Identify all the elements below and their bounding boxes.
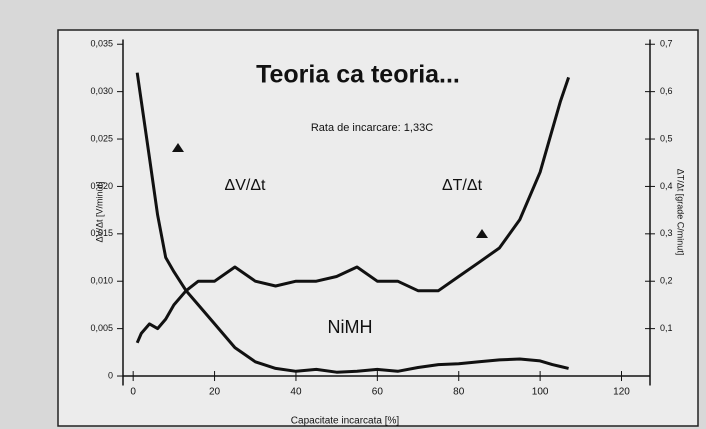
x-tick-label: 20: [209, 387, 221, 398]
y-tick-label: 0,005: [90, 323, 113, 333]
x-tick-label: 120: [613, 387, 630, 398]
y2-tick-label: 0,2: [660, 276, 673, 286]
series-label: ΔT/Δt: [442, 177, 483, 194]
x-tick-label: 60: [372, 387, 384, 398]
y-tick-label: 0: [108, 370, 113, 380]
chart-title: Teoria ca teoria...: [256, 61, 460, 89]
y-axis-label: ΔV/Δt [V/minut]: [94, 181, 104, 242]
series-line: [135, 76, 571, 344]
y-tick-label: 0,015: [90, 228, 113, 238]
y2-tick-label: 0,7: [660, 39, 673, 49]
x-axis-label: Capacitate incarcata [%]: [291, 416, 400, 427]
y2-tick-label: 0,4: [660, 181, 673, 191]
y2-tick-label: 0,3: [660, 228, 673, 238]
arrow: [172, 143, 184, 152]
x-tick-label: 0: [130, 387, 136, 398]
chart-frame: [57, 29, 699, 427]
chart-subtitle: Rata de incarcare: 1,33C: [311, 122, 433, 134]
annotation: NiMH: [328, 317, 373, 337]
y2-tick-label: 0,5: [660, 133, 673, 143]
y-tick-label: 0,030: [90, 86, 113, 96]
y-tick-label: 0,035: [90, 39, 113, 49]
series-label: ΔV/Δt: [225, 177, 266, 194]
x-tick-label: 100: [532, 387, 549, 398]
y2-tick-label: 0,1: [660, 323, 673, 333]
y-tick-label: 0,025: [90, 133, 113, 143]
x-tick-label: 40: [290, 387, 302, 398]
arrow: [476, 229, 488, 238]
y2-tick-label: 0,6: [660, 86, 673, 96]
x-tick-label: 80: [453, 387, 465, 398]
series-line: [135, 72, 569, 374]
y-tick-label: 0,020: [90, 181, 113, 191]
y-tick-label: 0,010: [90, 276, 113, 286]
y2-axis-label: ΔT/Δt [grade C/minut]: [676, 169, 686, 256]
